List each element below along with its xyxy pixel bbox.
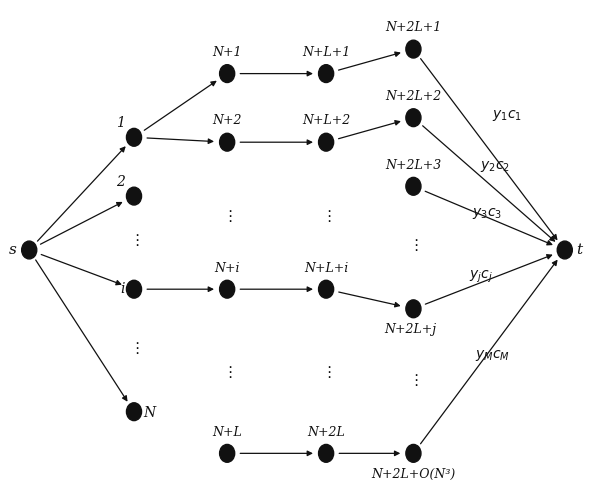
Text: $\vdots$: $\vdots$: [222, 208, 232, 224]
Ellipse shape: [557, 241, 573, 259]
Ellipse shape: [406, 300, 421, 318]
Text: $\vdots$: $\vdots$: [321, 364, 331, 380]
Text: s: s: [8, 243, 17, 257]
Text: N+2L+1: N+2L+1: [386, 22, 441, 35]
Ellipse shape: [220, 444, 235, 462]
Ellipse shape: [220, 64, 235, 82]
Ellipse shape: [127, 187, 141, 205]
Text: $y_3c_3$: $y_3c_3$: [472, 206, 502, 221]
Text: $\vdots$: $\vdots$: [408, 372, 419, 388]
Text: N+2L+O(N³): N+2L+O(N³): [371, 468, 456, 481]
Ellipse shape: [406, 178, 421, 195]
Ellipse shape: [318, 280, 334, 298]
Text: N+i: N+i: [214, 262, 240, 274]
Ellipse shape: [127, 403, 141, 420]
Ellipse shape: [21, 241, 37, 259]
Text: N+L+2: N+L+2: [302, 114, 350, 128]
Text: N+2: N+2: [213, 114, 242, 128]
Text: i: i: [120, 282, 125, 296]
Ellipse shape: [127, 280, 141, 298]
Text: N+2L+j: N+2L+j: [384, 324, 437, 336]
Text: $\vdots$: $\vdots$: [321, 208, 331, 224]
Text: N+L: N+L: [212, 426, 242, 438]
Ellipse shape: [406, 444, 421, 462]
Text: $\vdots$: $\vdots$: [408, 237, 419, 253]
Text: $\vdots$: $\vdots$: [222, 364, 232, 380]
Ellipse shape: [127, 128, 141, 146]
Text: N+2L: N+2L: [307, 426, 345, 438]
Ellipse shape: [406, 40, 421, 58]
Ellipse shape: [318, 64, 334, 82]
Ellipse shape: [318, 134, 334, 151]
Text: N+2L+3: N+2L+3: [386, 158, 441, 172]
Text: N+L+i: N+L+i: [304, 262, 348, 274]
Text: $y_Mc_M$: $y_Mc_M$: [475, 348, 510, 363]
Text: $y_jc_j$: $y_jc_j$: [469, 269, 492, 285]
Ellipse shape: [220, 134, 235, 151]
Ellipse shape: [406, 109, 421, 126]
Text: N: N: [143, 406, 156, 419]
Text: 2: 2: [116, 175, 125, 189]
Text: 1: 1: [116, 116, 125, 130]
Text: $y_2c_2$: $y_2c_2$: [481, 159, 510, 174]
Text: $\vdots$: $\vdots$: [129, 340, 139, 356]
Ellipse shape: [318, 444, 334, 462]
Ellipse shape: [220, 280, 235, 298]
Text: N+L+1: N+L+1: [302, 46, 350, 59]
Text: N+1: N+1: [213, 46, 242, 59]
Text: $\vdots$: $\vdots$: [129, 232, 139, 248]
Text: t: t: [576, 243, 583, 257]
Text: $y_1c_1$: $y_1c_1$: [492, 108, 522, 122]
Text: N+2L+2: N+2L+2: [386, 90, 441, 103]
